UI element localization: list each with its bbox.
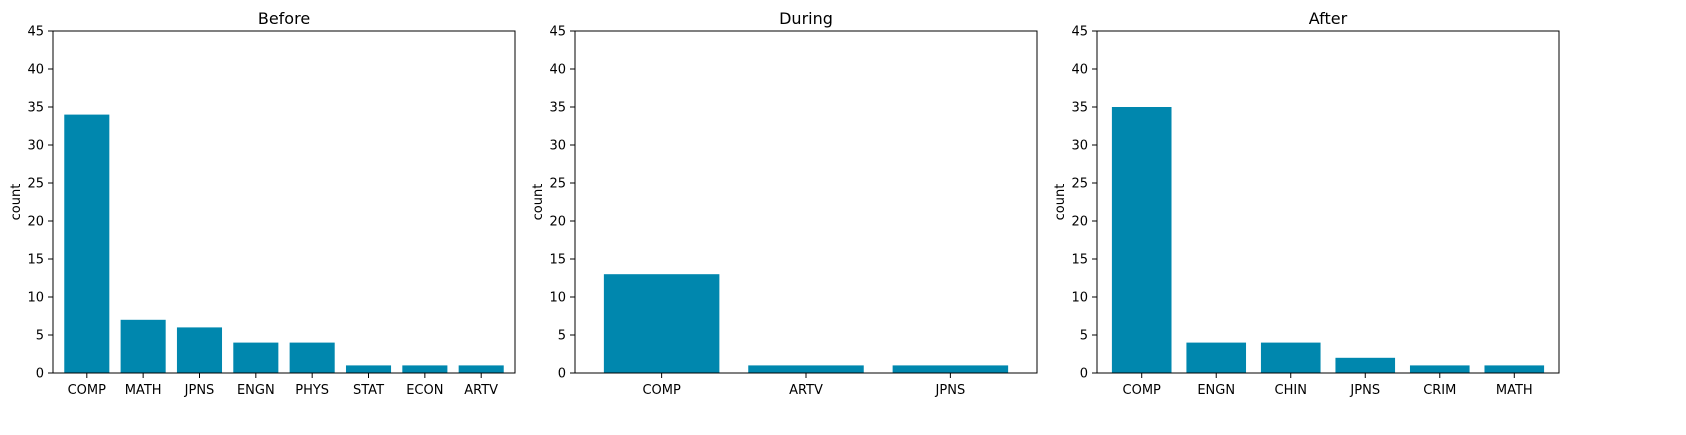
y-tick-label: 10 bbox=[549, 291, 566, 306]
bar-jpns bbox=[892, 365, 1009, 373]
bar-math bbox=[120, 319, 166, 373]
x-tick-label: ARTV bbox=[464, 383, 498, 398]
y-tick-label: 35 bbox=[549, 101, 566, 116]
bar-artv bbox=[458, 365, 504, 373]
x-tick-label: COMP bbox=[68, 383, 107, 398]
x-tick-label: STAT bbox=[353, 383, 384, 398]
x-tick-label: JPNS bbox=[184, 383, 215, 398]
x-tick-label: JPNS bbox=[935, 383, 966, 398]
y-tick-label: 20 bbox=[27, 215, 44, 230]
chart-panel-after: After count 0 5 10 15 20 25 30 35 40 45 COMP ENGN CH… bbox=[1053, 9, 1560, 398]
bar-jpns bbox=[176, 327, 223, 373]
chart-panel-during: During count 0 5 10 15 20 25 30 35 40 45 COMP ARTV J… bbox=[531, 9, 1038, 398]
y-axis-label: count bbox=[531, 184, 546, 221]
y-tick-label: 0 bbox=[36, 367, 44, 382]
x-tick-label: JPNS bbox=[1349, 383, 1380, 398]
x-tick-label: COMP bbox=[642, 383, 681, 398]
chart-title: During bbox=[779, 9, 833, 28]
chart-title: Before bbox=[258, 9, 310, 28]
bar-crim bbox=[1409, 365, 1470, 373]
y-tick-label: 30 bbox=[549, 139, 566, 154]
plot-frame bbox=[574, 30, 1038, 374]
x-tick-label: PHYS bbox=[295, 383, 329, 398]
y-tick-label: 30 bbox=[1071, 139, 1088, 154]
bar-comp bbox=[64, 114, 110, 373]
y-tick-label: 45 bbox=[549, 25, 566, 40]
bar-phys bbox=[289, 342, 335, 373]
plot-frame bbox=[1096, 30, 1560, 374]
x-tick-label: MATH bbox=[125, 383, 162, 398]
bar-chin bbox=[1260, 342, 1321, 373]
y-tick-label: 40 bbox=[27, 63, 44, 78]
x-tick-label: CRIM bbox=[1423, 383, 1456, 398]
bar-stat bbox=[345, 365, 392, 373]
x-tick-label: ARTV bbox=[789, 383, 823, 398]
y-tick-label: 0 bbox=[1080, 367, 1088, 382]
bar-comp bbox=[1111, 107, 1172, 373]
y-tick-label: 0 bbox=[558, 367, 566, 382]
bar-artv bbox=[748, 365, 864, 373]
y-tick-label: 25 bbox=[1071, 177, 1088, 192]
bar-econ bbox=[402, 365, 448, 373]
plot-frame bbox=[52, 30, 516, 374]
chart-title: After bbox=[1309, 9, 1348, 28]
bar-comp bbox=[603, 274, 720, 373]
y-tick-label: 10 bbox=[1071, 291, 1088, 306]
y-tick-label: 35 bbox=[1071, 101, 1088, 116]
y-tick-label: 30 bbox=[27, 139, 44, 154]
y-tick-label: 15 bbox=[549, 253, 566, 268]
bar-math bbox=[1484, 365, 1545, 373]
x-tick-label: ECON bbox=[406, 383, 443, 398]
bar-jpns bbox=[1335, 357, 1396, 373]
y-axis-label: count bbox=[9, 184, 24, 221]
y-tick-label: 45 bbox=[1071, 25, 1088, 40]
y-tick-label: 40 bbox=[1071, 63, 1088, 78]
y-tick-label: 35 bbox=[27, 101, 44, 116]
chart-panel-before: Before count 0 5 10 15 20 25 30 35 40 45 COMP MATH J… bbox=[9, 9, 516, 398]
y-tick-label: 25 bbox=[27, 177, 44, 192]
y-tick-label: 5 bbox=[36, 329, 44, 344]
bar-engn bbox=[233, 342, 279, 373]
y-tick-label: 25 bbox=[549, 177, 566, 192]
y-axis-label: count bbox=[1053, 184, 1068, 221]
y-tick-label: 5 bbox=[1080, 329, 1088, 344]
y-tick-label: 10 bbox=[27, 291, 44, 306]
y-tick-label: 40 bbox=[549, 63, 566, 78]
x-tick-label: CHIN bbox=[1275, 383, 1307, 398]
y-tick-label: 5 bbox=[558, 329, 566, 344]
x-tick-label: COMP bbox=[1123, 383, 1162, 398]
y-tick-label: 15 bbox=[27, 253, 44, 268]
y-tick-label: 20 bbox=[549, 215, 566, 230]
x-tick-label: MATH bbox=[1496, 383, 1533, 398]
y-tick-label: 20 bbox=[1071, 215, 1088, 230]
x-tick-label: ENGN bbox=[237, 383, 275, 398]
bar-engn bbox=[1186, 342, 1247, 373]
y-tick-label: 15 bbox=[1071, 253, 1088, 268]
x-tick-label: ENGN bbox=[1197, 383, 1235, 398]
y-tick-label: 45 bbox=[27, 25, 44, 40]
